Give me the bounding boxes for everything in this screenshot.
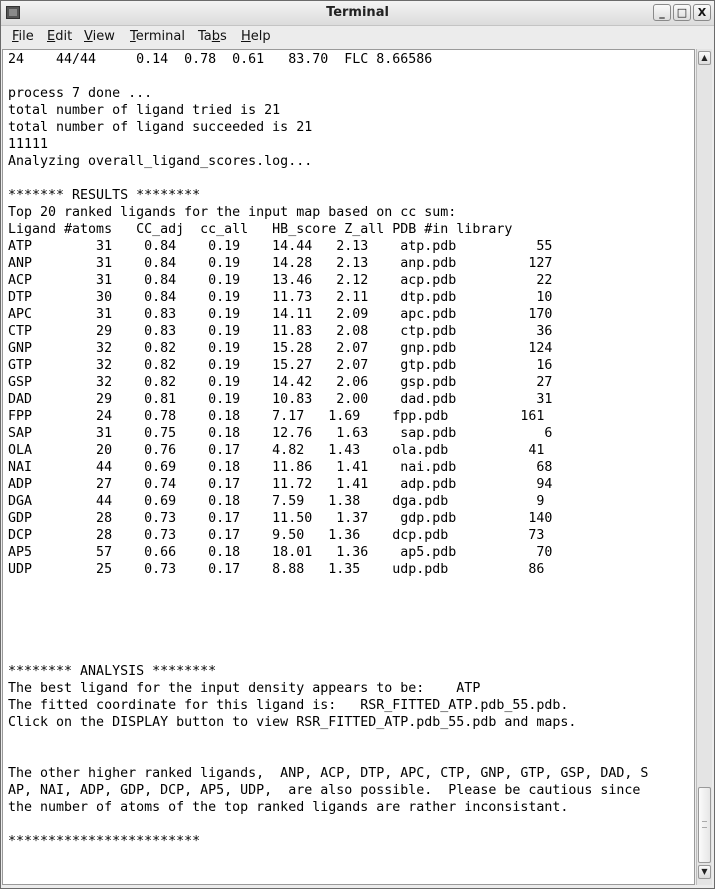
terminal-line: DTP 30 0.84 0.19 11.73 2.11 dtp.pdb 10 xyxy=(8,290,553,305)
terminal-line: Ligand #atoms CC_adj cc_all HB_score Z_a… xyxy=(8,222,513,237)
terminal-line: The fitted coordinate for this ligand is… xyxy=(8,698,569,713)
terminal-line xyxy=(8,748,648,765)
terminal-line: the number of atoms of the top ranked li… xyxy=(8,800,569,815)
terminal-line: ADP 27 0.74 0.17 11.72 1.41 adp.pdb 94 xyxy=(8,477,553,492)
scroll-up-arrow-icon[interactable]: ▲ xyxy=(698,51,711,65)
terminal-output[interactable]: 24 44/44 0.14 0.78 0.61 83.70 FLC 8.6658… xyxy=(2,49,695,885)
terminal-line xyxy=(8,629,648,646)
terminal-line: The other higher ranked ligands, ANP, AC… xyxy=(8,766,649,781)
terminal-line: NAI 44 0.69 0.18 11.86 1.41 nai.pdb 68 xyxy=(8,460,553,475)
scrollbar-thumb[interactable] xyxy=(698,787,711,863)
terminal-line: CTP 29 0.83 0.19 11.83 2.08 ctp.pdb 36 xyxy=(8,324,553,339)
terminal-line: ACP 31 0.84 0.19 13.46 2.12 acp.pdb 22 xyxy=(8,273,553,288)
terminal-line xyxy=(8,816,648,833)
menu-edit-label: dit xyxy=(55,29,73,44)
terminal-line: FPP 24 0.78 0.18 7.17 1.69 fpp.pdb 161 xyxy=(8,409,545,424)
terminal-line: 11111 xyxy=(8,137,49,152)
terminal-line: UDP 25 0.73 0.17 8.88 1.35 udp.pdb 86 xyxy=(8,562,545,577)
window-title: Terminal xyxy=(326,5,389,20)
terminal-line: total number of ligand succeeded is 21 xyxy=(8,120,313,135)
terminal-line: GNP 32 0.82 0.19 15.28 2.07 gnp.pdb 124 xyxy=(8,341,553,356)
menu-terminal-mnemonic: T xyxy=(130,29,136,44)
menu-file-label: ile xyxy=(18,29,34,44)
menu-file-mnemonic: F xyxy=(12,29,19,44)
terminal-line: AP5 57 0.66 0.18 18.01 1.36 ap5.pdb 70 xyxy=(8,545,553,560)
terminal-line: SAP 31 0.75 0.18 12.76 1.63 sap.pdb 6 xyxy=(8,426,553,441)
terminal-line: Top 20 ranked ligands for the input map … xyxy=(8,205,457,220)
terminal-line xyxy=(8,68,648,85)
scroll-down-arrow-icon[interactable]: ▼ xyxy=(698,865,711,879)
terminal-line: DGA 44 0.69 0.18 7.59 1.38 dga.pdb 9 xyxy=(8,494,545,509)
title-bar[interactable]: Terminal _ □ X xyxy=(1,1,714,26)
terminal-line: GSP 32 0.82 0.19 14.42 2.06 gsp.pdb 27 xyxy=(8,375,553,390)
terminal-line xyxy=(8,578,648,595)
terminal-line: ATP 31 0.84 0.19 14.44 2.13 atp.pdb 55 xyxy=(8,239,553,254)
terminal-line: Click on the DISPLAY button to view RSR_… xyxy=(8,715,577,730)
terminal-line xyxy=(8,170,648,187)
terminal-line: GTP 32 0.82 0.19 15.27 2.07 gtp.pdb 16 xyxy=(8,358,553,373)
menu-tabs[interactable]: Tabs xyxy=(198,29,227,44)
terminal-line: GDP 28 0.73 0.17 11.50 1.37 gdp.pdb 140 xyxy=(8,511,553,526)
terminal-line xyxy=(8,731,648,748)
terminal-line: Analyzing overall_ligand_scores.log... xyxy=(8,154,313,169)
menu-help-label: elp xyxy=(250,29,271,44)
terminal-line xyxy=(8,612,648,629)
terminal-line xyxy=(8,595,648,612)
menu-help-mnemonic: H xyxy=(241,29,251,44)
menu-help[interactable]: Help xyxy=(241,29,271,44)
terminal-line: OLA 20 0.76 0.17 4.82 1.43 ola.pdb 41 xyxy=(8,443,545,458)
terminal-line: DCP 28 0.73 0.17 9.50 1.36 dcp.pdb 73 xyxy=(8,528,545,543)
menu-file[interactable]: File xyxy=(12,29,34,44)
vertical-scrollbar[interactable]: ▲ ▼ xyxy=(696,49,712,885)
terminal-app-icon[interactable] xyxy=(6,6,20,19)
menu-edit-mnemonic: E xyxy=(47,29,56,44)
terminal-line: total number of ligand tried is 21 xyxy=(8,103,281,118)
minimize-button[interactable]: _ xyxy=(653,4,671,21)
menu-tabs-mnemonic: b xyxy=(211,29,221,44)
terminal-line: The best ligand for the input density ap… xyxy=(8,681,481,696)
terminal-line: ******* RESULTS ******** xyxy=(8,188,201,203)
menu-terminal-label: erminal xyxy=(135,29,185,44)
menu-tabs-label-start: Ta xyxy=(198,29,212,44)
menu-view-mnemonic: V xyxy=(84,29,93,44)
menu-tabs-label-end: s xyxy=(220,29,227,44)
terminal-line: 24 44/44 0.14 0.78 0.61 83.70 FLC 8.6658… xyxy=(8,52,433,67)
terminal-line: AP, NAI, ADP, GDP, DCP, AP5, UDP, are al… xyxy=(8,783,641,798)
terminal-line: ANP 31 0.84 0.19 14.28 2.13 anp.pdb 127 xyxy=(8,256,553,271)
terminal-line: DAD 29 0.81 0.19 10.83 2.00 dad.pdb 31 xyxy=(8,392,553,407)
terminal-line: APC 31 0.83 0.19 14.11 2.09 apc.pdb 170 xyxy=(8,307,553,322)
menu-terminal[interactable]: Terminal xyxy=(130,29,185,44)
terminal-line xyxy=(8,646,648,663)
terminal-lines: 24 44/44 0.14 0.78 0.61 83.70 FLC 8.6658… xyxy=(8,51,648,850)
close-button[interactable]: X xyxy=(693,4,711,21)
terminal-line: process 7 done ... xyxy=(8,86,153,101)
menu-view[interactable]: View xyxy=(84,29,115,44)
maximize-button[interactable]: □ xyxy=(673,4,691,21)
menu-view-label: iew xyxy=(92,29,115,44)
terminal-line: ******** ANALYSIS ******** xyxy=(8,664,217,679)
terminal-line: ************************ xyxy=(8,834,201,849)
menu-bar: File Edit View Terminal Tabs Help xyxy=(1,26,714,49)
menu-edit[interactable]: Edit xyxy=(47,29,72,44)
